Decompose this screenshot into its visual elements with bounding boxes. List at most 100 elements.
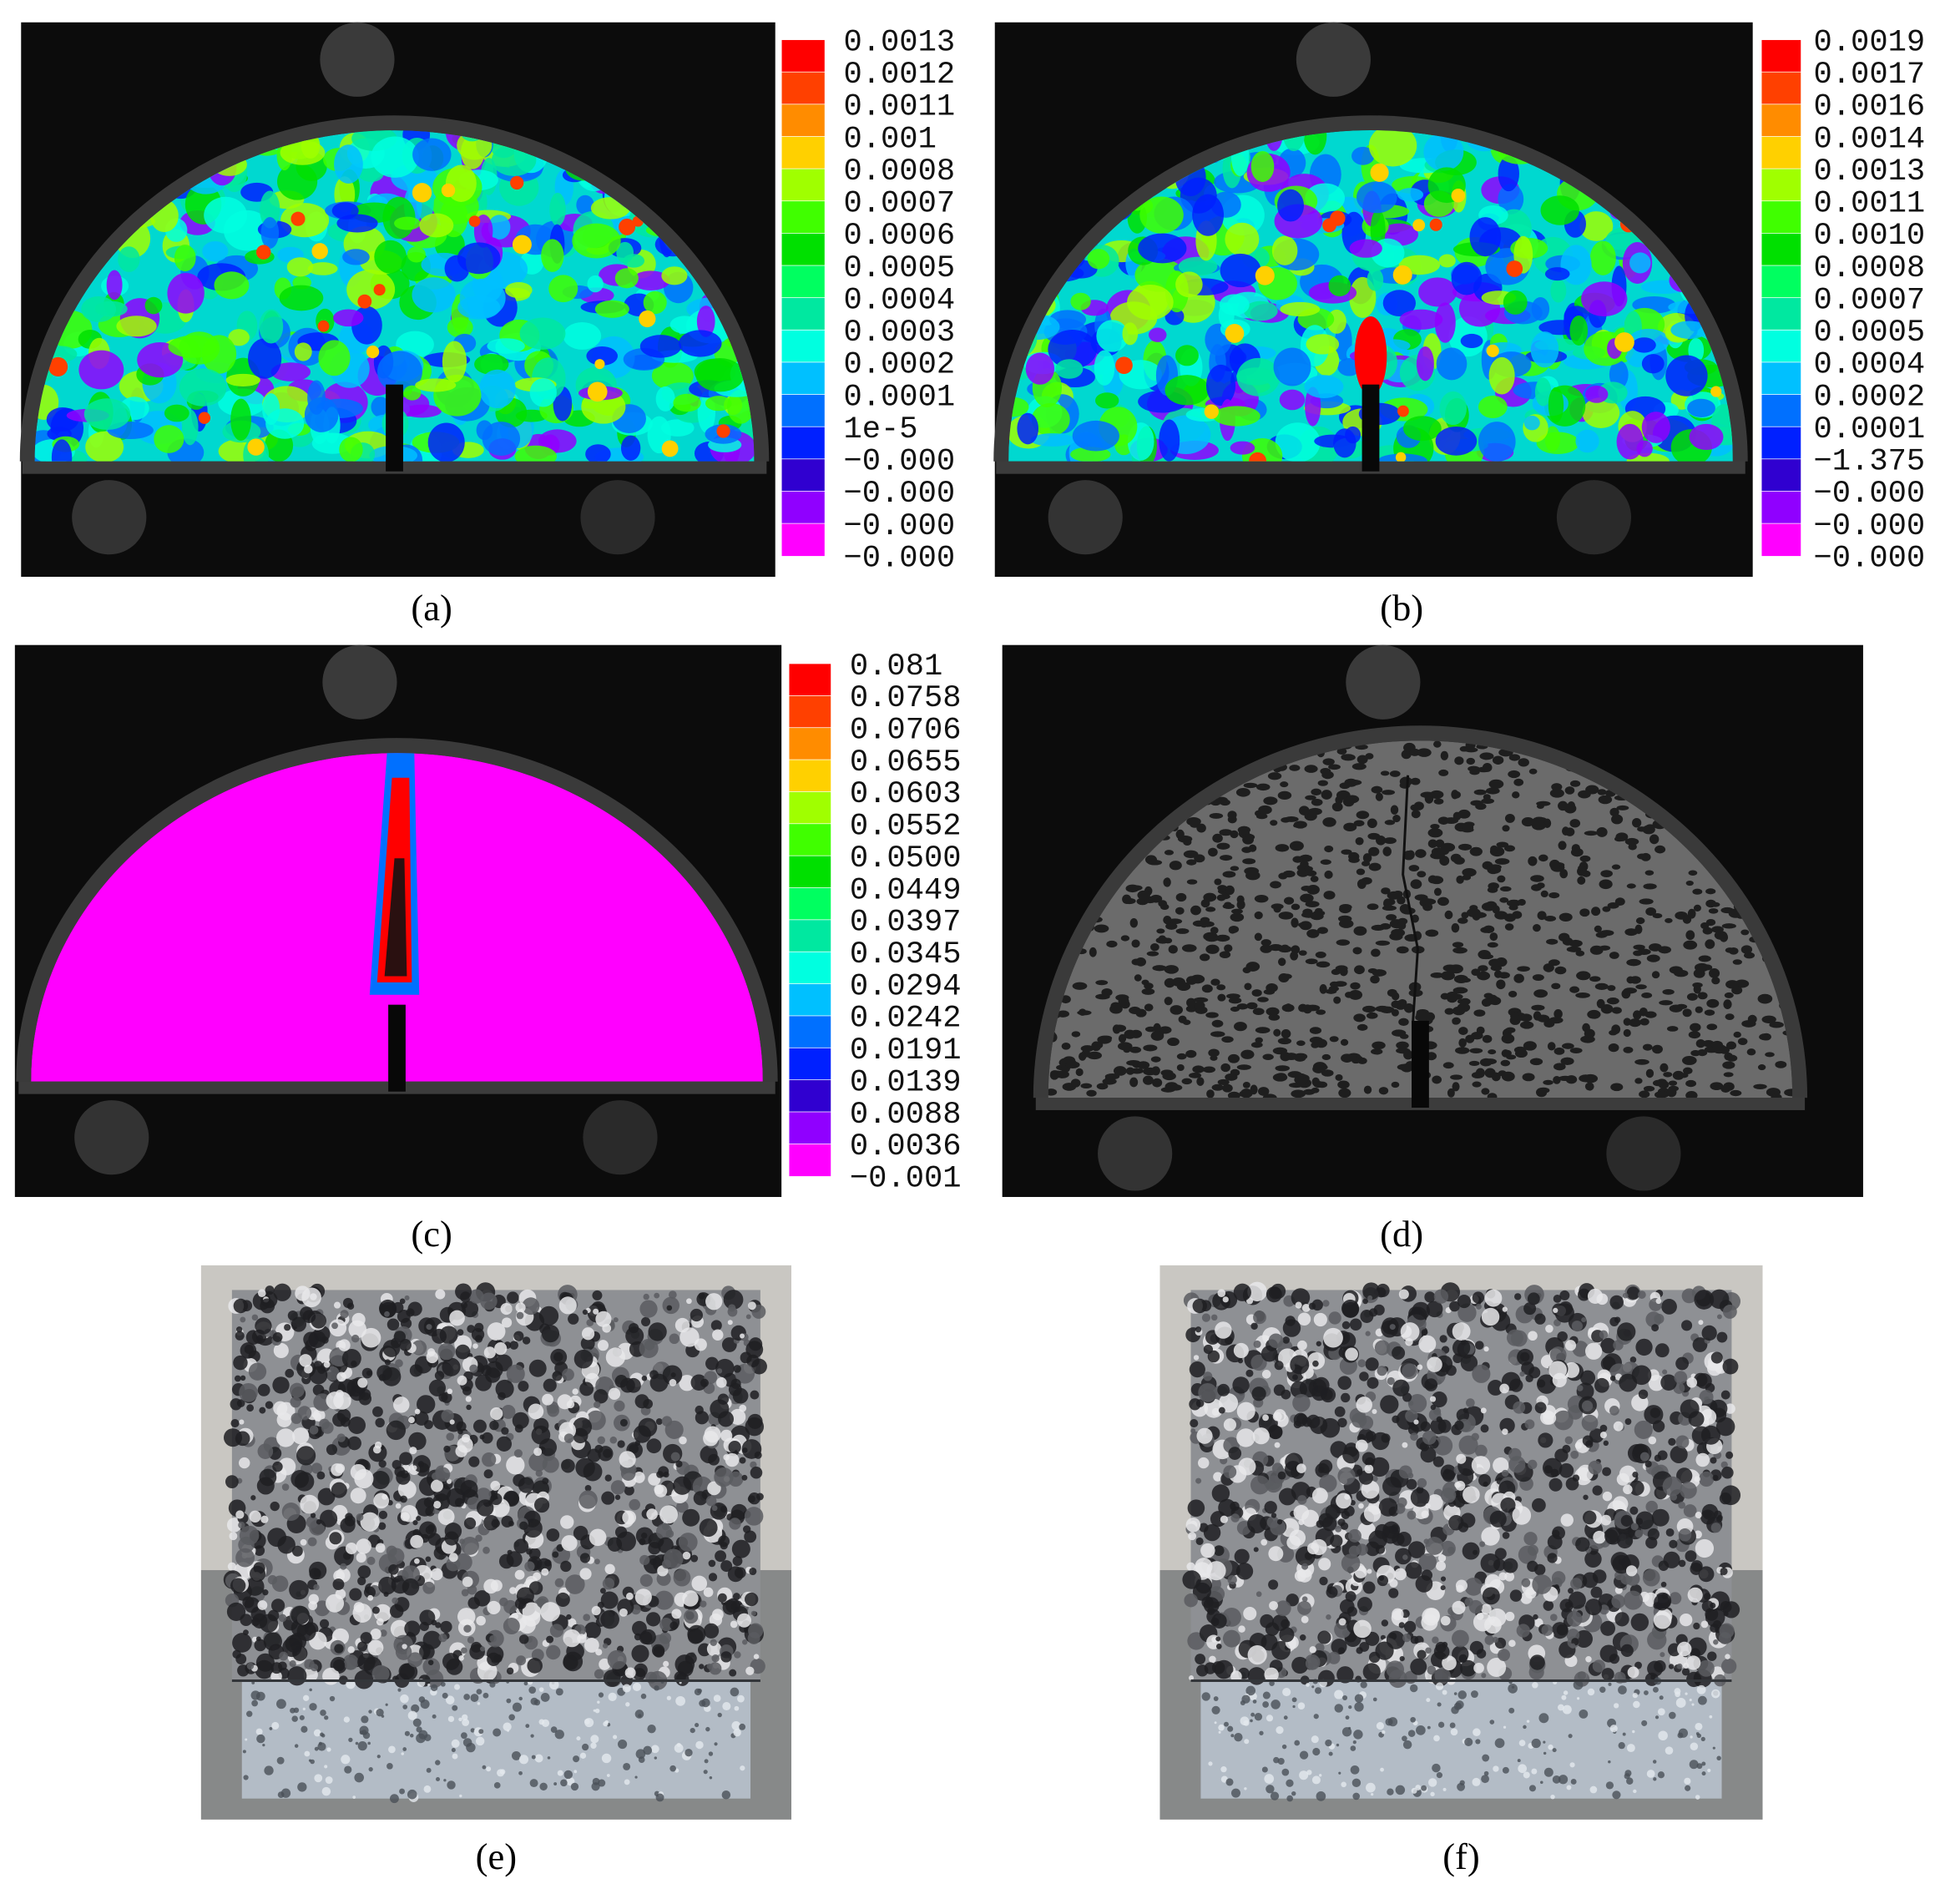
- colorbar-band: [1761, 71, 1801, 105]
- grain: [483, 1346, 496, 1359]
- grain: [361, 1715, 369, 1724]
- speckle: [1298, 922, 1312, 928]
- speckle: [1531, 884, 1542, 891]
- grain: [1341, 1321, 1351, 1330]
- grain: [394, 1466, 406, 1477]
- colorbar-band: [781, 361, 826, 396]
- grain: [397, 1480, 417, 1499]
- grain: [366, 1556, 376, 1565]
- speckle: [1316, 927, 1328, 934]
- grain: [523, 1681, 528, 1686]
- speckle: [1311, 798, 1323, 806]
- speckle: [1320, 859, 1331, 865]
- grain: [342, 1297, 353, 1308]
- speckle: [1504, 813, 1515, 823]
- strain-blob: [1382, 290, 1417, 317]
- speckle: [1579, 908, 1590, 917]
- grain: [443, 1445, 451, 1453]
- grain: [552, 1551, 559, 1558]
- strain-blob: [620, 435, 641, 461]
- grain: [557, 1770, 563, 1776]
- grain: [255, 1728, 263, 1735]
- grain: [239, 1382, 258, 1402]
- grain: [320, 1732, 324, 1737]
- grain: [416, 1726, 422, 1733]
- speckle: [1341, 754, 1356, 761]
- speckle: [1310, 912, 1324, 921]
- grain: [376, 1755, 381, 1759]
- grain: [414, 1408, 421, 1415]
- speckle: [1533, 924, 1541, 932]
- speckle: [1306, 929, 1320, 938]
- grain: [482, 1765, 487, 1770]
- grain: [737, 1694, 745, 1703]
- grain: [285, 1368, 295, 1378]
- grain: [618, 1739, 628, 1750]
- grain: [1213, 1472, 1223, 1482]
- grain: [640, 1693, 647, 1699]
- speckle: [1642, 825, 1655, 835]
- grain: [297, 1782, 307, 1792]
- speckle: [1639, 1018, 1649, 1026]
- grain: [584, 1638, 599, 1653]
- grain: [417, 1395, 436, 1414]
- speckle: [1130, 1068, 1144, 1074]
- grain: [302, 1707, 306, 1710]
- strain-blob: [487, 338, 525, 354]
- grain: [289, 1579, 309, 1600]
- speckle: [1523, 1041, 1537, 1051]
- speckle: [1215, 934, 1230, 942]
- speckle: [1546, 938, 1559, 945]
- speckle: [1144, 1003, 1154, 1012]
- grain: [333, 1659, 346, 1672]
- colorbar-band: [788, 1015, 831, 1049]
- speckle: [1594, 925, 1602, 933]
- speckle: [1554, 966, 1567, 975]
- strain-blob: [1641, 412, 1670, 443]
- grain: [235, 1431, 250, 1447]
- grain: [1365, 1357, 1379, 1371]
- strain-blob: [1175, 271, 1203, 298]
- grain: [360, 1632, 372, 1644]
- speckle: [1626, 958, 1641, 967]
- grain: [227, 1562, 237, 1571]
- grain: [476, 1615, 486, 1626]
- grain: [1372, 1475, 1378, 1482]
- grain: [388, 1564, 399, 1575]
- grain: [747, 1301, 756, 1311]
- strain-blob: [678, 330, 722, 357]
- grain: [301, 1725, 308, 1733]
- grain: [263, 1632, 282, 1651]
- grain: [260, 1515, 269, 1523]
- grain: [573, 1770, 578, 1774]
- grain: [273, 1283, 291, 1301]
- strain-blob: [695, 358, 745, 392]
- grain: [399, 1788, 406, 1795]
- grain: [1341, 1510, 1350, 1520]
- grain: [697, 1688, 702, 1694]
- grain: [720, 1505, 727, 1513]
- grain: [1367, 1568, 1372, 1574]
- speckle: [1513, 973, 1524, 983]
- grain: [1274, 1442, 1281, 1448]
- speckle: [1503, 913, 1517, 922]
- grain: [528, 1581, 543, 1595]
- grain: [729, 1518, 741, 1530]
- hot-spot: [1225, 324, 1245, 343]
- strain-blob: [1243, 300, 1278, 321]
- grain: [690, 1308, 703, 1322]
- speckle: [1351, 1057, 1361, 1064]
- grain: [659, 1617, 674, 1631]
- grain: [489, 1634, 497, 1643]
- speckle: [1455, 1047, 1470, 1054]
- grain: [399, 1339, 412, 1351]
- speckle: [1579, 855, 1591, 862]
- speckle: [1499, 886, 1512, 892]
- grain: [402, 1747, 407, 1751]
- grain: [376, 1709, 384, 1717]
- colorbar-label: 0.0242: [850, 1002, 962, 1037]
- grain: [1402, 1442, 1408, 1448]
- colorbar-band: [788, 1047, 831, 1081]
- grain: [422, 1581, 436, 1594]
- speckle: [1508, 754, 1521, 761]
